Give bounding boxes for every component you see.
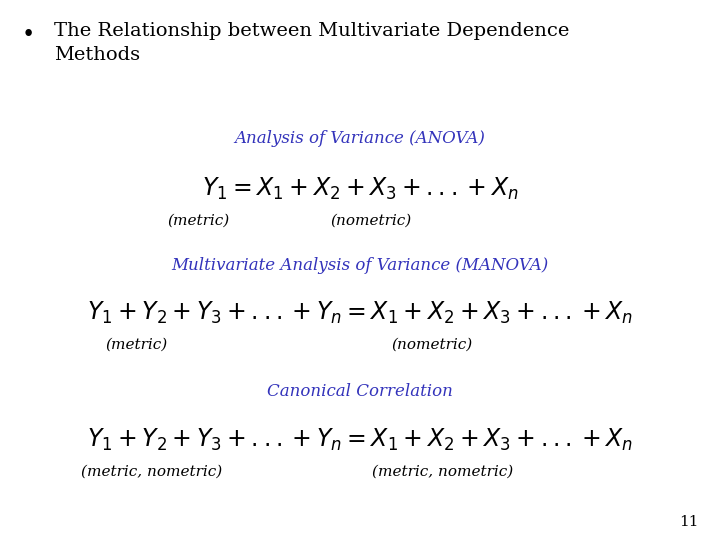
Text: Canonical Correlation: Canonical Correlation bbox=[267, 383, 453, 400]
Text: (metric): (metric) bbox=[167, 213, 229, 227]
Text: (metric, nometric): (metric, nometric) bbox=[372, 464, 513, 478]
Text: (metric): (metric) bbox=[106, 338, 168, 352]
Text: Analysis of Variance (ANOVA): Analysis of Variance (ANOVA) bbox=[235, 130, 485, 146]
Text: (nometric): (nometric) bbox=[392, 338, 472, 352]
Text: $Y_1 + Y_2 + Y_3 +...+ Y_n = X_1 + X_2 + X_3 +...+ X_n$: $Y_1 + Y_2 + Y_3 +...+ Y_n = X_1 + X_2 +… bbox=[87, 300, 633, 326]
Text: $Y_1 + Y_2 + Y_3 +...+ Y_n = X_1 + X_2 + X_3 +...+ X_n$: $Y_1 + Y_2 + Y_3 +...+ Y_n = X_1 + X_2 +… bbox=[87, 427, 633, 453]
Text: •: • bbox=[22, 24, 35, 46]
Text: Methods: Methods bbox=[54, 46, 140, 64]
Text: The Relationship between Multivariate Dependence: The Relationship between Multivariate De… bbox=[54, 22, 570, 39]
Text: (nometric): (nometric) bbox=[330, 213, 411, 227]
Text: $Y_1 = X_1 + X_2 + X_3 +...+ X_n$: $Y_1 = X_1 + X_2 + X_3 +...+ X_n$ bbox=[202, 176, 518, 202]
Text: 11: 11 bbox=[679, 515, 698, 529]
Text: Multivariate Analysis of Variance (MANOVA): Multivariate Analysis of Variance (MANOV… bbox=[171, 256, 549, 273]
Text: (metric, nometric): (metric, nometric) bbox=[81, 464, 222, 478]
